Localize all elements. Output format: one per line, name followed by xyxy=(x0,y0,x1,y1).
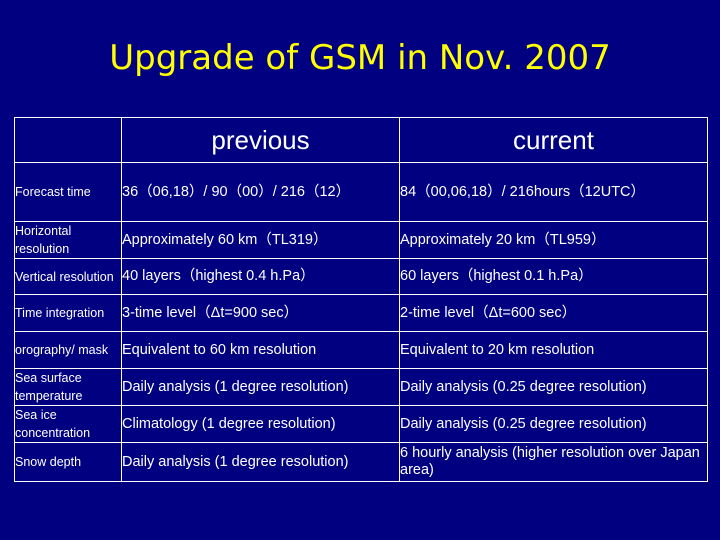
current-value: 6 hourly analysis (higher resolution ove… xyxy=(399,442,708,482)
table-row: Sea surface temperature Daily analysis (… xyxy=(14,368,708,406)
table-row: Time integration 3-time level（Δt=900 sec… xyxy=(14,294,708,332)
table-row: Forecast time 36（06,18）/ 90（00）/ 216（12）… xyxy=(14,162,708,222)
current-value: 60 layers（highest 0.1 h.Pa） xyxy=(399,258,708,295)
table-header-row: previous current xyxy=(14,117,708,163)
previous-value: 36（06,18）/ 90（00）/ 216（12） xyxy=(121,162,400,222)
row-label-sea-ice-concentration: Sea ice concentration xyxy=(14,405,122,443)
row-label-forecast-time: Forecast time xyxy=(14,162,122,222)
table-corner-cell xyxy=(14,117,122,163)
previous-value: 3-time level（Δt=900 sec） xyxy=(121,294,400,332)
comparison-table: previous current Forecast time 36（06,18）… xyxy=(14,117,708,482)
previous-value: Equivalent to 60 km resolution xyxy=(121,331,400,369)
previous-value: Approximately 60 km（TL319） xyxy=(121,221,400,259)
table-row: Horizontal resolution Approximately 60 k… xyxy=(14,221,708,259)
row-label-orography-mask: orography/ mask xyxy=(14,331,122,369)
table-row: orography/ mask Equivalent to 60 km reso… xyxy=(14,331,708,369)
row-label-time-integration: Time integration xyxy=(14,294,122,332)
table-row: Vertical resolution 40 layers（highest 0.… xyxy=(14,258,708,295)
table-row: Snow depth Daily analysis (1 degree reso… xyxy=(14,442,708,482)
row-label-snow-depth: Snow depth xyxy=(14,442,122,482)
current-value: Equivalent to 20 km resolution xyxy=(399,331,708,369)
current-value: Approximately 20 km（TL959） xyxy=(399,221,708,259)
previous-value: Daily analysis (1 degree resolution) xyxy=(121,442,400,482)
previous-value: 40 layers（highest 0.4 h.Pa） xyxy=(121,258,400,295)
column-header-current: current xyxy=(399,117,708,163)
slide-title: Upgrade of GSM in Nov. 2007 xyxy=(109,38,611,78)
current-value: 2-time level（Δt=600 sec） xyxy=(399,294,708,332)
row-label-sea-surface-temperature: Sea surface temperature xyxy=(14,368,122,406)
previous-value: Daily analysis (1 degree resolution) xyxy=(121,368,400,406)
current-value: Daily analysis (0.25 degree resolution) xyxy=(399,368,708,406)
previous-value: Climatology (1 degree resolution) xyxy=(121,405,400,443)
row-label-horizontal-resolution: Horizontal resolution xyxy=(14,221,122,259)
current-value: Daily analysis (0.25 degree resolution) xyxy=(399,405,708,443)
current-value: 84（00,06,18）/ 216hours（12UTC） xyxy=(399,162,708,222)
row-label-vertical-resolution: Vertical resolution xyxy=(14,258,122,295)
column-header-previous: previous xyxy=(121,117,400,163)
table-row: Sea ice concentration Climatology (1 deg… xyxy=(14,405,708,443)
